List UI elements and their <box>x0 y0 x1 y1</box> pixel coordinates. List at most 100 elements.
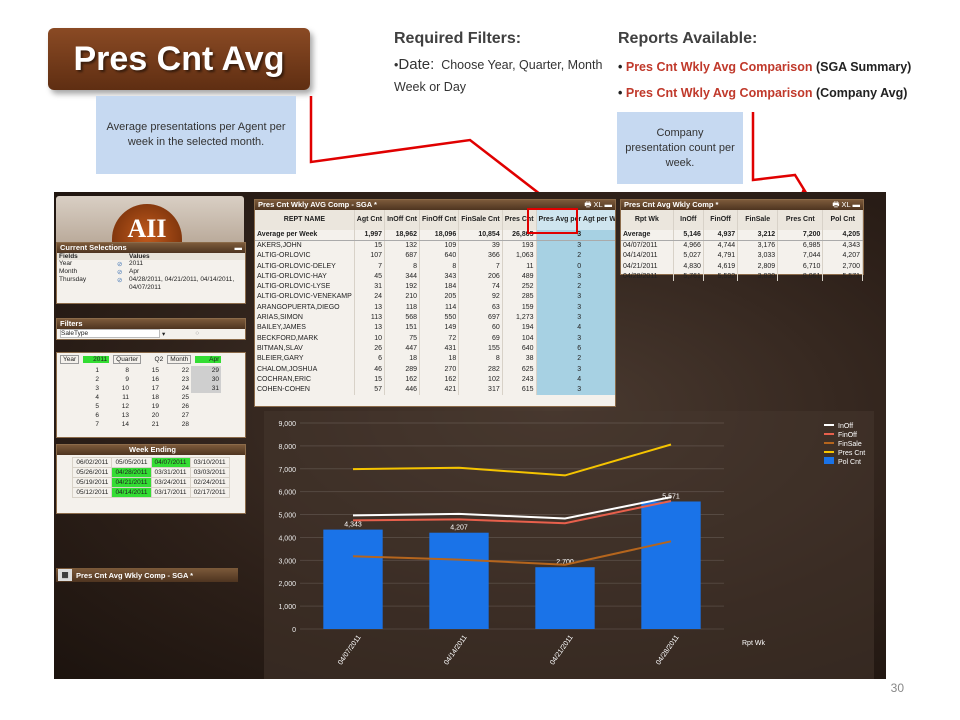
calendar-day-cell[interactable]: 16 <box>151 376 159 383</box>
calendar-day-cell[interactable]: 18 <box>151 394 159 401</box>
clear-icon[interactable]: ⊘ <box>117 261 123 268</box>
week-ending-cell[interactable]: 03/10/2011 <box>189 457 230 468</box>
current-selections-title[interactable]: Current Selections ▬ <box>57 243 245 253</box>
calendar-day-cell[interactable]: 12 <box>121 403 129 410</box>
column-header[interactable]: Pol Cnt <box>822 210 863 230</box>
week-ending-cell[interactable]: 06/02/2011 <box>72 457 113 468</box>
calendar-day-cell[interactable]: 29 <box>191 366 221 375</box>
calendar-day-cell[interactable]: 28 <box>181 421 189 428</box>
week-ending-panel: Week Ending 06/02/2011 05/05/2011 04/07/20… <box>56 444 246 514</box>
calendar-day-cell[interactable]: 1 <box>95 367 99 374</box>
week-ending-cell[interactable]: 04/21/2011 <box>111 477 152 488</box>
calendar-day-cell[interactable]: 5 <box>95 403 99 410</box>
calendar-day-cell[interactable]: 8 <box>125 367 129 374</box>
week-ending-cell[interactable]: 04/07/2011 <box>150 457 191 468</box>
column-header[interactable]: InOff Cnt <box>384 210 420 230</box>
quarter-value[interactable]: Q2 <box>154 356 164 363</box>
month-value[interactable]: Apr <box>195 356 222 363</box>
column-header[interactable]: FinSale <box>737 210 779 230</box>
search-icon[interactable]: ○ <box>195 330 200 337</box>
week-ending-cell[interactable]: 05/12/2011 <box>72 487 113 498</box>
week-ending-cell[interactable]: 05/26/2011 <box>72 467 113 478</box>
calendar-day-cell[interactable]: 13 <box>121 412 129 419</box>
calendar-day-cell[interactable]: 4 <box>95 394 99 401</box>
average-row: Average per Week 1,997 18,962 18,096 10,854 2… <box>255 230 615 241</box>
bar <box>429 532 489 629</box>
table-cell: 75 <box>384 332 420 344</box>
week-ending-cell[interactable]: 02/24/2011 <box>189 477 230 488</box>
column-header[interactable]: FinSale Cnt <box>458 210 503 230</box>
calendar-day-cell[interactable]: 7 <box>95 421 99 428</box>
week-ending-cell[interactable]: 04/28/2011 <box>111 467 152 478</box>
table-cell: 4,791 <box>703 250 739 261</box>
week-ending-cell[interactable]: 05/05/2011 <box>111 457 152 468</box>
saletype-dropdown[interactable]: SaleType <box>60 329 160 338</box>
table-cell: 687 <box>384 250 420 261</box>
filters-panel: Filters SaleType ▾ ○ <box>56 318 246 340</box>
calendar-day-cell[interactable]: 27 <box>181 412 189 419</box>
table-cell: 109 <box>419 240 460 251</box>
column-header[interactable]: FinOff <box>703 210 739 230</box>
table-cell: 8 <box>419 260 460 272</box>
calendar-day-cell[interactable]: 25 <box>181 394 189 401</box>
calendar-day-cell[interactable]: 26 <box>181 403 189 410</box>
column-header[interactable]: InOff <box>673 210 704 230</box>
table-cell: 8 <box>458 353 503 364</box>
calendar-day-cell[interactable]: 31 <box>191 384 221 393</box>
dropdown-arrow-icon[interactable]: ▾ <box>162 330 166 338</box>
table-row: 04/07/2011 4,966 4,744 3,176 6,985 4,343 <box>621 240 863 251</box>
calendar-day-cell[interactable]: 10 <box>121 385 129 392</box>
calendar-day-cell[interactable]: 9 <box>125 376 129 383</box>
calendar-day-cell[interactable]: 14 <box>121 421 129 428</box>
table-cell: 3,212 <box>737 230 779 241</box>
calendar-day-cell[interactable]: 30 <box>191 375 221 384</box>
bar-value-label: 4,343 <box>344 522 362 529</box>
table-cell: 447 <box>384 343 420 354</box>
calendar-day-cell[interactable]: 21 <box>151 421 159 428</box>
calendar-day-cell[interactable] <box>191 402 221 411</box>
calendar-day-cell[interactable] <box>191 411 221 420</box>
column-header[interactable]: Rpt Wk <box>621 210 674 230</box>
calendar-day-cell[interactable]: 17 <box>151 385 159 392</box>
column-header[interactable]: Agt Cnt <box>354 210 386 230</box>
calendar-day-cell[interactable]: 11 <box>122 394 129 401</box>
week-ending-cell[interactable]: 05/19/2011 <box>72 477 113 488</box>
y-tick-label: 1,000 <box>278 604 296 611</box>
calendar-day-cell[interactable]: 6 <box>95 412 99 419</box>
table-row: COCHRAN,ERIC151621621022434131 <box>255 374 615 385</box>
table-cell: 7 <box>354 260 386 272</box>
slide-title: Pres Cnt Avg <box>73 39 285 78</box>
year-value[interactable]: 2011 <box>83 356 110 363</box>
week-ending-cell[interactable]: 03/17/2011 <box>150 487 191 498</box>
column-header[interactable]: Pres Cnt <box>777 210 824 230</box>
table-cell: 193 <box>502 240 537 251</box>
minimized-chart-tab[interactable]: ▦ Pres Cnt Avg Wkly Comp - SGA * <box>56 568 238 582</box>
calendar-day-cell[interactable] <box>191 393 221 402</box>
column-header[interactable]: FinOff Cnt <box>419 210 460 230</box>
week-ending-cell[interactable]: 03/31/2011 <box>150 467 191 478</box>
calendar-day-cell[interactable]: 24 <box>181 385 189 392</box>
calendar-day-cell[interactable]: 19 <box>151 403 159 410</box>
week-ending-cell[interactable]: 02/17/2011 <box>189 487 230 498</box>
clear-icon[interactable]: ⊘ <box>117 269 123 276</box>
field-value: 04/28/2011, 04/21/2011, 04/14/2011, 04/0… <box>129 276 235 291</box>
week-ending-cell[interactable]: 03/24/2011 <box>150 477 191 488</box>
filters-lead: Date: <box>398 56 435 73</box>
calendar-day-cell[interactable]: 3 <box>95 385 99 392</box>
field-name: Thursday <box>59 276 87 283</box>
calendar-day-cell[interactable]: 22 <box>181 367 189 374</box>
column-header[interactable]: REPT NAME <box>255 210 355 230</box>
combo-chart: 0 1,000 2,000 3,000 4,000 5,000 6,000 7,000 8,00… <box>264 411 874 679</box>
bar <box>641 501 701 629</box>
calendar-day-cell[interactable] <box>191 420 221 429</box>
table-row: BITMAN,SLAV264474311556406218 <box>255 343 615 354</box>
table-cell: 4,966 <box>673 240 704 251</box>
calendar-day-cell[interactable]: 20 <box>151 412 159 419</box>
connector-line-right <box>751 112 810 197</box>
week-ending-cell[interactable]: 04/14/2011 <box>111 487 152 498</box>
calendar-day-cell[interactable]: 2 <box>95 376 99 383</box>
calendar-day-cell[interactable]: 23 <box>181 376 189 383</box>
calendar-day-cell[interactable]: 15 <box>151 367 159 374</box>
week-ending-cell[interactable]: 03/03/2011 <box>189 467 230 478</box>
clear-icon[interactable]: ⊘ <box>117 277 123 284</box>
